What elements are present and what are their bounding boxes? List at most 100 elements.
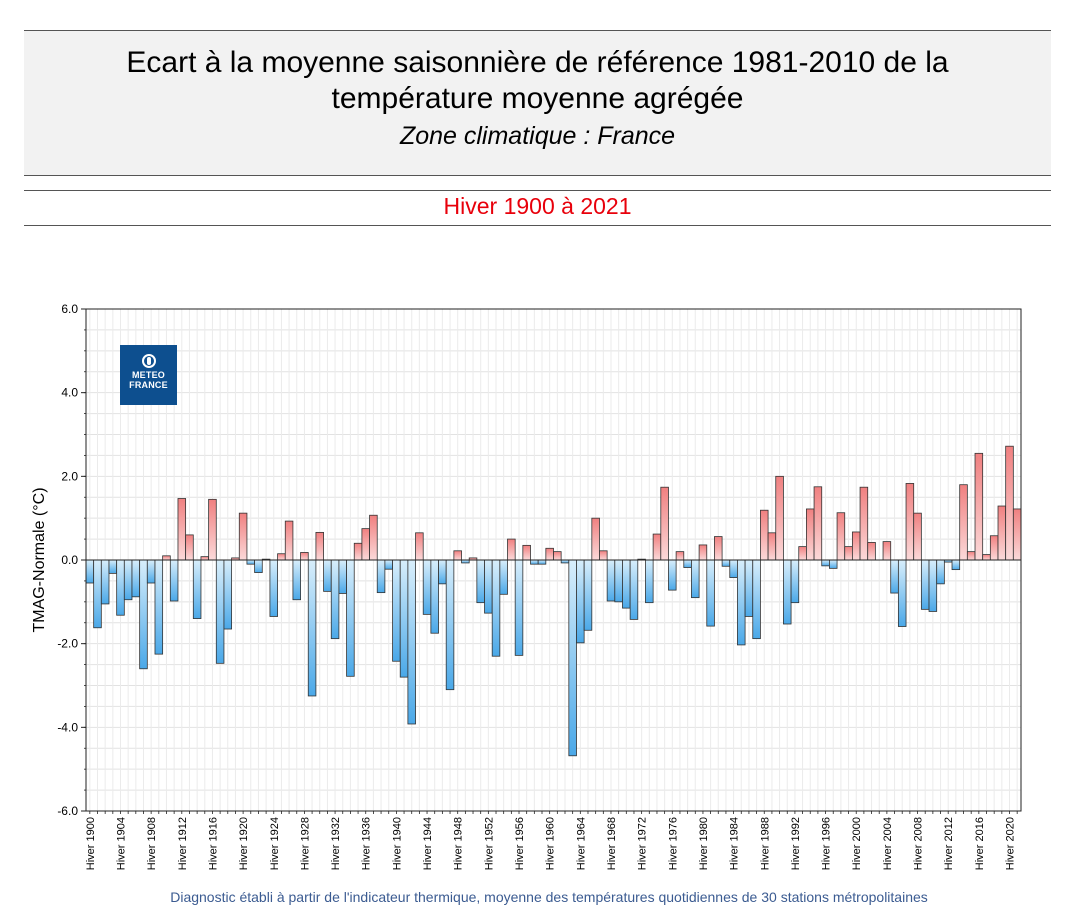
bar bbox=[614, 559, 623, 603]
bar bbox=[951, 559, 961, 571]
period-label: Hiver 1900 à 2021 bbox=[443, 193, 632, 219]
top-rule bbox=[24, 30, 1051, 31]
bar bbox=[100, 559, 110, 605]
bar bbox=[760, 509, 769, 561]
bar bbox=[399, 559, 409, 678]
bar bbox=[913, 512, 922, 561]
bar bbox=[330, 559, 340, 640]
bar bbox=[591, 517, 600, 561]
bar bbox=[599, 550, 608, 561]
bar bbox=[783, 559, 792, 625]
x-tick-label: Hiver 1992 bbox=[790, 817, 802, 870]
bar bbox=[882, 541, 892, 561]
bar bbox=[116, 559, 125, 616]
bar bbox=[139, 559, 148, 670]
bar bbox=[752, 559, 761, 640]
meteo-france-emblem-icon bbox=[141, 354, 156, 368]
bar bbox=[897, 559, 907, 627]
meteo-france-logo: METEO FRANCE bbox=[120, 345, 177, 405]
bar bbox=[108, 559, 118, 574]
bar bbox=[959, 484, 968, 561]
period-top-rule bbox=[24, 190, 1051, 191]
chart-subtitle: Zone climatique : France bbox=[399, 122, 676, 150]
x-tick-label: Hiver 1936 bbox=[361, 817, 373, 870]
x-tick-label: Hiver 1988 bbox=[759, 817, 771, 870]
logo-text-line2: FRANCE bbox=[129, 380, 168, 390]
bar bbox=[407, 559, 416, 725]
bar bbox=[415, 532, 424, 561]
bar bbox=[966, 551, 976, 561]
bar bbox=[583, 559, 593, 631]
bar bbox=[300, 552, 309, 561]
bar bbox=[905, 483, 915, 561]
x-tick-label: Hiver 2004 bbox=[882, 817, 894, 870]
bar bbox=[384, 559, 393, 570]
bar bbox=[269, 559, 278, 617]
x-tick-label: Hiver 1928 bbox=[299, 817, 311, 870]
bar bbox=[361, 528, 370, 561]
bar bbox=[767, 532, 777, 561]
bar bbox=[476, 559, 485, 604]
bar bbox=[514, 559, 524, 656]
bar bbox=[629, 559, 639, 620]
x-tick-label: Hiver 2008 bbox=[913, 817, 925, 870]
x-tick-label: Hiver 1908 bbox=[146, 817, 158, 870]
x-tick-label: Hiver 1932 bbox=[330, 817, 342, 870]
bar bbox=[307, 559, 317, 697]
x-tick-label: Hiver 1952 bbox=[483, 817, 495, 870]
bar bbox=[338, 559, 347, 594]
x-tick-label: Hiver 1948 bbox=[453, 817, 465, 870]
bar bbox=[890, 559, 899, 594]
bar bbox=[537, 559, 547, 565]
bar bbox=[660, 486, 669, 561]
x-tick-label: Hiver 1956 bbox=[514, 817, 526, 870]
x-tick-label: Hiver 1940 bbox=[391, 817, 403, 870]
bar bbox=[238, 512, 248, 561]
bar bbox=[246, 559, 256, 565]
bar bbox=[691, 559, 700, 599]
bar bbox=[721, 559, 731, 567]
bar bbox=[652, 533, 662, 561]
bar bbox=[223, 559, 233, 630]
y-tick-label: -2.0 bbox=[57, 637, 78, 651]
x-tick-label: Hiver 2000 bbox=[851, 817, 863, 870]
bar bbox=[215, 559, 225, 664]
bar bbox=[491, 559, 501, 657]
bar bbox=[177, 498, 187, 561]
x-tick-label: Hiver 1996 bbox=[821, 817, 833, 870]
x-tick-label: Hiver 1968 bbox=[606, 817, 618, 870]
bar bbox=[729, 559, 738, 578]
bar bbox=[254, 559, 263, 573]
bar bbox=[169, 559, 179, 602]
period-bottom-rule bbox=[24, 225, 1051, 226]
bar bbox=[123, 559, 133, 601]
bar bbox=[714, 536, 723, 561]
bar bbox=[292, 559, 301, 601]
bar bbox=[392, 559, 401, 662]
bar bbox=[844, 546, 853, 561]
bar bbox=[346, 559, 355, 677]
y-axis-label: TMAG-Normale (°C) bbox=[31, 487, 48, 632]
bar bbox=[790, 559, 800, 604]
bar bbox=[798, 546, 807, 561]
bar bbox=[185, 534, 194, 561]
y-tick-label: 4.0 bbox=[61, 386, 78, 400]
bar bbox=[683, 559, 692, 568]
bar bbox=[545, 547, 554, 561]
bar bbox=[507, 538, 516, 561]
bar bbox=[530, 559, 539, 565]
logo-text-line1: METEO bbox=[131, 370, 165, 380]
bar bbox=[821, 559, 830, 567]
bar bbox=[867, 542, 876, 561]
bar bbox=[438, 559, 447, 585]
bar bbox=[131, 559, 141, 598]
y-tick-label: 2.0 bbox=[61, 469, 78, 483]
bar bbox=[208, 498, 217, 561]
bar bbox=[522, 544, 531, 561]
bar bbox=[376, 559, 386, 594]
bar bbox=[859, 486, 869, 561]
bar bbox=[192, 559, 202, 619]
bar bbox=[553, 551, 562, 561]
bar bbox=[775, 475, 784, 561]
header-bottom-rule bbox=[24, 175, 1051, 176]
